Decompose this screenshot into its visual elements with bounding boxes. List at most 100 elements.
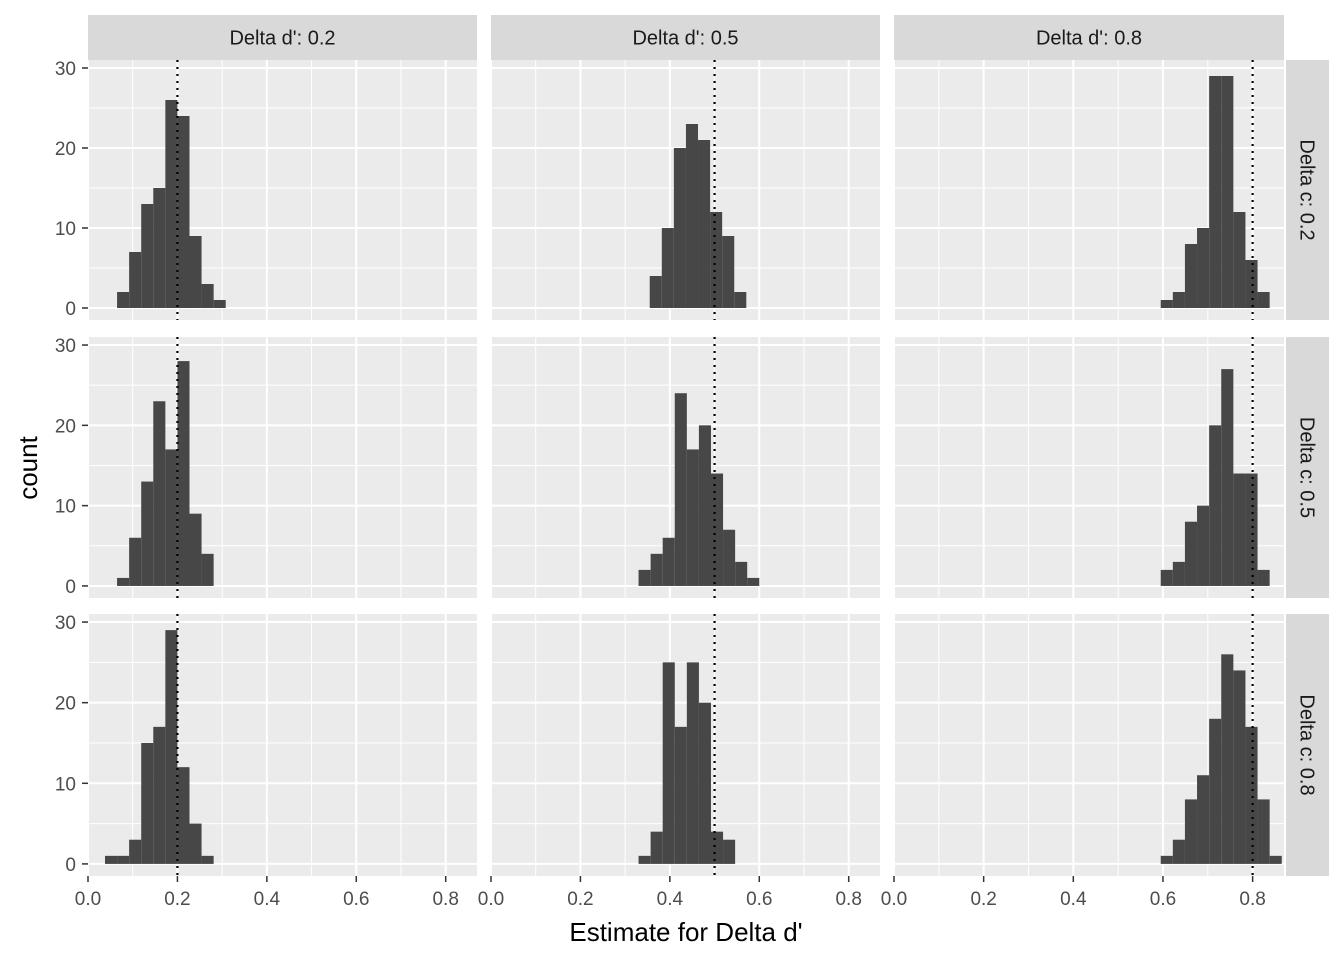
column-strip-background (894, 15, 1284, 60)
histogram-bar (1233, 473, 1246, 586)
histogram-bar (201, 855, 214, 864)
histogram-bar (661, 228, 674, 308)
histogram-bar (674, 393, 687, 586)
column-strip-background (88, 15, 477, 60)
histogram-bar (129, 839, 142, 864)
x-tick-label: 0.8 (1239, 889, 1265, 910)
histogram-bar (1172, 839, 1185, 864)
row-strip-label: Delta c: 0.5 (1296, 417, 1318, 518)
column-strip-1: Delta d': 0.2 (88, 15, 477, 60)
histogram-bar (1160, 300, 1173, 308)
column-strip-2: Delta d': 0.5 (491, 15, 880, 60)
histogram-bar (153, 188, 166, 308)
x-tick-label: 0.0 (75, 889, 101, 910)
histogram-bar (638, 569, 651, 586)
histogram-bar (686, 449, 699, 586)
x-tick-label: 0.6 (746, 889, 772, 910)
histogram-bar (722, 236, 735, 308)
panel-r2-c3 (893, 337, 1284, 598)
y-tick-label: 10 (55, 497, 76, 518)
histogram-bar (1160, 855, 1173, 864)
y-tick-label: 0 (65, 577, 76, 598)
histogram-bar (1172, 292, 1185, 308)
x-tick-label: 0.2 (970, 889, 996, 910)
histogram-bar (1197, 505, 1210, 586)
panel-r3-c3 (893, 614, 1284, 876)
row-strip-label: Delta c: 0.8 (1296, 694, 1318, 795)
histogram-bar (662, 662, 675, 864)
histogram-bar (177, 767, 190, 864)
x-axis-col-2: 0.0 0.2 0.4 0.6 0.8 (478, 876, 862, 910)
histogram-bar (1245, 726, 1258, 864)
histogram-bar (201, 553, 214, 586)
panel-r1-c3 (893, 60, 1284, 320)
panel-r2-c1 (87, 337, 477, 598)
histogram-bar (638, 855, 651, 864)
panel-r3-c1 (87, 614, 477, 876)
histogram-bar (141, 742, 154, 864)
histogram-bar (1245, 260, 1258, 308)
x-tick-label: 0.4 (657, 889, 684, 910)
histogram-bar (165, 449, 178, 586)
histogram-bar (117, 577, 130, 586)
column-strip-label: Delta d': 0.5 (632, 28, 738, 50)
histogram-bar (153, 401, 166, 586)
histogram-bar (650, 553, 663, 586)
histogram-bar (129, 252, 142, 308)
histogram-bar (201, 284, 214, 308)
row-strip-background (1286, 60, 1329, 320)
x-tick-label: 0.6 (343, 889, 369, 910)
y-tick-label: 10 (55, 219, 76, 240)
panels-layer (87, 60, 1284, 876)
histogram-bar (189, 513, 202, 586)
histogram-bar (686, 662, 699, 864)
y-tick-label: 10 (55, 774, 76, 795)
panel-r1-c1 (87, 60, 477, 320)
row-strip-2: Delta c: 0.5 (1286, 337, 1329, 598)
histogram-bar (698, 702, 711, 864)
histogram-bar (189, 236, 202, 308)
histogram-bar (177, 116, 190, 308)
y-tick-label: 0 (65, 299, 76, 320)
x-axis-title: Estimate for Delta d' (569, 917, 802, 947)
histogram-bar (1184, 799, 1198, 864)
histogram-bar (1197, 775, 1210, 864)
histogram-bar (710, 473, 724, 586)
histogram-bar (649, 276, 662, 308)
histogram-bar (1209, 76, 1222, 308)
row-strip-background (1286, 337, 1329, 598)
column-strip-label: Delta d': 0.2 (229, 28, 335, 50)
histogram-bar (1221, 654, 1234, 864)
histogram-bar (747, 577, 760, 586)
histogram-bar (1233, 212, 1246, 308)
histogram-bar (685, 124, 699, 308)
y-tick-label: 0 (65, 855, 76, 876)
column-strip-3: Delta d': 0.8 (894, 15, 1284, 60)
x-axis-col-3: 0.0 0.2 0.4 0.6 0.8 (881, 876, 1266, 910)
histogram-bar (1197, 228, 1210, 308)
row-strip-label: Delta c: 0.2 (1296, 139, 1318, 240)
histogram-bar (1221, 76, 1234, 308)
histogram-bar (141, 481, 154, 586)
histogram-bar (710, 212, 723, 308)
histogram-bar (1209, 425, 1222, 586)
x-tick-label: 0.4 (254, 889, 281, 910)
histogram-bar (673, 148, 686, 308)
histogram-bar (723, 839, 736, 864)
column-strip-background (491, 15, 880, 60)
histogram-bar (1209, 718, 1222, 864)
histogram-bar (1184, 244, 1198, 308)
x-axis-col-1: 0.0 0.2 0.4 0.6 0.8 (75, 876, 459, 910)
x-tick-label: 0.6 (1150, 889, 1176, 910)
panel-r2-c2 (490, 337, 880, 598)
y-axis-title: count (13, 435, 43, 499)
y-tick-label: 30 (55, 336, 76, 357)
histogram-bar (117, 855, 130, 864)
histogram-bar (129, 537, 142, 586)
x-tick-label: 0.0 (478, 889, 504, 910)
histogram-bar (189, 823, 202, 864)
histogram-bar (1184, 521, 1198, 586)
histogram-bar (1221, 369, 1234, 586)
x-tick-label: 0.4 (1060, 889, 1087, 910)
